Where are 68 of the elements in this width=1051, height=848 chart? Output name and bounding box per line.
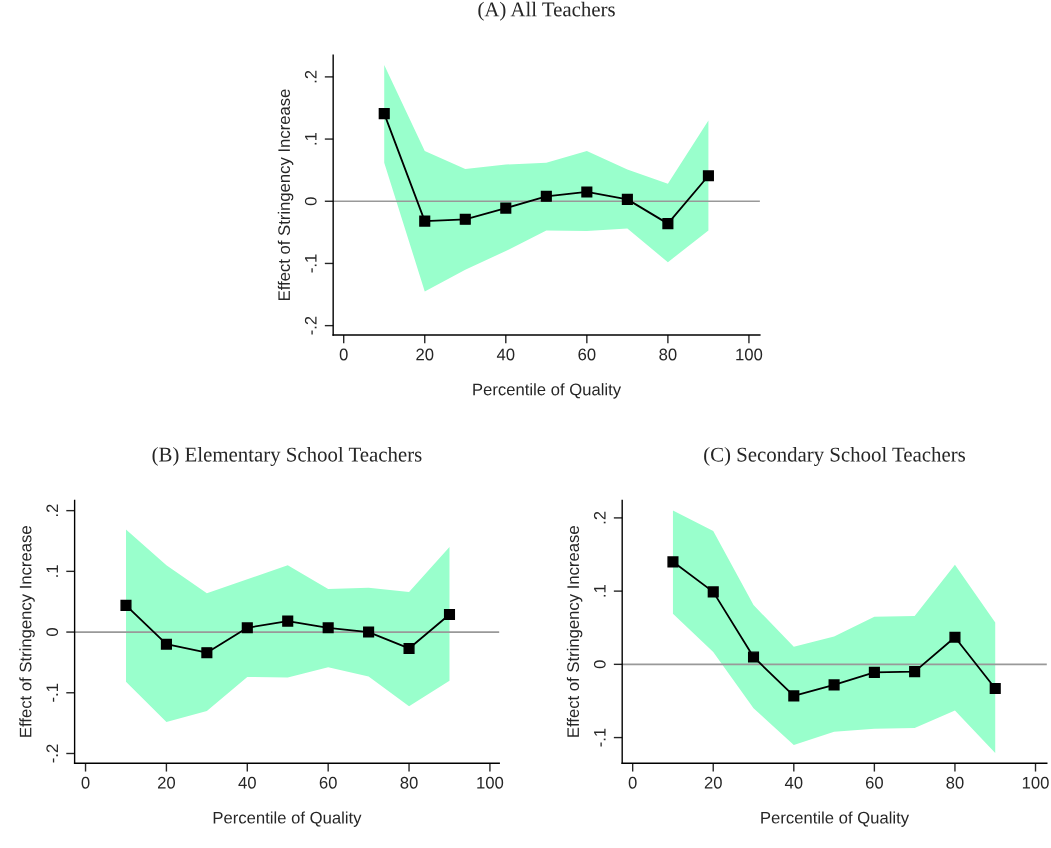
point — [702, 170, 714, 182]
point — [621, 193, 633, 205]
x-tick-label: 40 — [496, 348, 515, 361]
point — [500, 202, 512, 214]
point — [581, 186, 593, 198]
point — [403, 642, 415, 655]
point — [540, 190, 552, 202]
point — [282, 615, 294, 627]
y-tick-label: .1 — [594, 584, 606, 597]
point — [363, 626, 375, 638]
y-tick-label: .2 — [593, 511, 606, 524]
point — [909, 666, 921, 678]
point — [788, 690, 800, 702]
point — [949, 631, 961, 643]
x-tick-label: 0 — [81, 776, 90, 789]
x-tick-label: 20 — [157, 776, 176, 789]
x-tick-label: 100 — [1022, 776, 1049, 789]
y-tick-label: .2 — [304, 70, 317, 83]
point — [707, 586, 719, 598]
x-tick-label: 80 — [400, 776, 418, 789]
y-axis-title: Effect of Stringency Increase — [19, 526, 35, 737]
point — [378, 108, 390, 120]
point — [120, 599, 132, 611]
x-tick-label: 40 — [238, 776, 256, 789]
x-tick-label: 100 — [736, 348, 763, 361]
point — [160, 638, 172, 650]
point — [868, 666, 880, 678]
y-tick-label: .1 — [305, 132, 317, 145]
x-tick-label: 80 — [946, 776, 964, 789]
chart-title: (A) All Teachers — [478, 1, 615, 21]
x-tick-label: 20 — [704, 776, 722, 789]
x-tick-label: 40 — [784, 776, 803, 789]
point — [989, 682, 1001, 695]
point — [828, 679, 840, 691]
x-axis-title: Percentile of Quality — [473, 383, 622, 399]
chart-title: (B) Elementary School Teachers — [152, 446, 422, 466]
y-tick-label: 0 — [593, 660, 606, 669]
point — [201, 647, 213, 659]
x-tick-label: 80 — [659, 348, 677, 361]
point — [747, 651, 760, 663]
y-tick-label: -.1 — [305, 254, 317, 273]
x-axis-title: Percentile of Quality — [213, 811, 362, 827]
y-tick-label: .1 — [46, 565, 58, 577]
x-tick-label: 20 — [416, 348, 434, 361]
point — [443, 608, 456, 621]
y-tick-label: -.1 — [594, 728, 606, 747]
x-tick-label: 60 — [865, 776, 883, 789]
y-axis-title: Effect of Stringency Increase — [277, 89, 294, 301]
y-tick-label: 0 — [46, 628, 59, 637]
point — [241, 622, 253, 634]
point — [662, 218, 674, 230]
x-tick-label: 60 — [578, 348, 596, 361]
y-tick-label: 0 — [304, 197, 317, 206]
y-tick-label: -.1 — [46, 683, 58, 702]
x-tick-label: 0 — [339, 348, 348, 361]
point — [419, 215, 431, 227]
point — [322, 622, 334, 634]
y-tick-label: -.2 — [46, 744, 58, 763]
y-axis-title: Effect of Stringency Increase — [566, 526, 583, 737]
y-tick-label: -.2 — [304, 316, 317, 335]
point — [459, 213, 471, 225]
x-axis-title: Percentile of Quality — [761, 811, 910, 827]
x-tick-label: 0 — [628, 776, 637, 789]
x-tick-label: 100 — [477, 776, 504, 789]
point — [667, 556, 679, 568]
chart-title: (C) Secondary School Teachers — [704, 446, 966, 466]
y-tick-label: .2 — [46, 504, 58, 517]
x-tick-label: 60 — [319, 776, 337, 789]
